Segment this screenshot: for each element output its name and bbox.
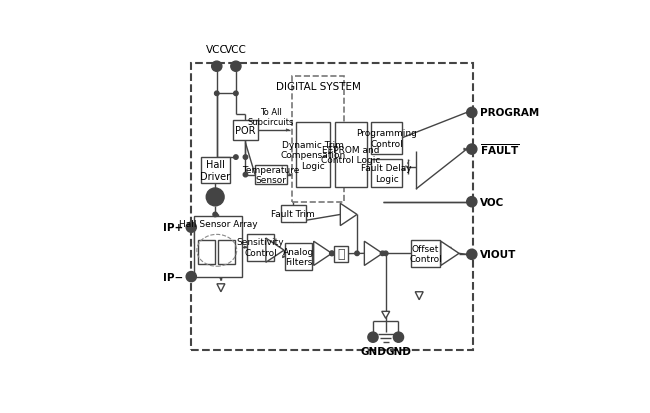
Text: Sensitivity
Control: Sensitivity Control xyxy=(237,238,285,257)
Bar xyxy=(233,121,258,140)
Bar xyxy=(201,158,229,183)
Circle shape xyxy=(330,252,334,256)
Circle shape xyxy=(467,145,477,155)
Text: VCC: VCC xyxy=(225,45,247,55)
Text: Programming
Control: Programming Control xyxy=(356,129,417,148)
Text: To All
Subcircuits: To All Subcircuits xyxy=(248,107,294,127)
Text: Hall Sensor Array: Hall Sensor Array xyxy=(179,219,257,228)
Bar xyxy=(333,246,348,262)
Circle shape xyxy=(467,249,477,260)
Text: Fault Delay
Logic: Fault Delay Logic xyxy=(361,164,412,183)
Bar xyxy=(194,216,242,277)
Text: VIOUT: VIOUT xyxy=(480,250,516,260)
Text: VOC: VOC xyxy=(480,197,504,207)
Circle shape xyxy=(393,332,404,342)
Circle shape xyxy=(186,223,196,233)
Bar xyxy=(247,234,274,261)
Circle shape xyxy=(243,173,248,178)
Circle shape xyxy=(243,155,248,160)
Circle shape xyxy=(231,62,241,72)
Bar xyxy=(371,159,402,188)
Text: VCC: VCC xyxy=(206,45,228,55)
Bar xyxy=(198,240,215,264)
Text: IP+: IP+ xyxy=(163,223,183,233)
Bar xyxy=(285,244,313,271)
Polygon shape xyxy=(286,130,289,132)
Text: Fault Trim: Fault Trim xyxy=(272,210,315,218)
Circle shape xyxy=(213,213,217,217)
Polygon shape xyxy=(415,292,423,300)
Circle shape xyxy=(467,108,477,118)
Polygon shape xyxy=(314,242,332,266)
Circle shape xyxy=(368,332,378,342)
Bar xyxy=(281,205,306,223)
Polygon shape xyxy=(289,174,292,176)
Polygon shape xyxy=(365,242,383,266)
Text: Offset
Control: Offset Control xyxy=(410,244,442,263)
Circle shape xyxy=(233,92,238,96)
Text: Dynamic Trim
Compensation
Logic: Dynamic Trim Compensation Logic xyxy=(281,140,346,170)
Text: EEPROM and
Control Logic: EEPROM and Control Logic xyxy=(321,146,380,165)
Polygon shape xyxy=(341,204,357,226)
Polygon shape xyxy=(217,284,225,292)
Bar xyxy=(218,240,235,264)
Bar xyxy=(411,240,440,267)
Text: Analog
Filters: Analog Filters xyxy=(283,247,315,267)
Circle shape xyxy=(380,252,385,256)
Circle shape xyxy=(214,92,219,96)
Text: IP−: IP− xyxy=(163,272,183,282)
Polygon shape xyxy=(441,242,459,266)
Circle shape xyxy=(233,155,238,160)
Circle shape xyxy=(206,188,224,206)
Text: POR: POR xyxy=(235,126,255,135)
Polygon shape xyxy=(266,238,284,263)
Text: Temperature
Sensor: Temperature Sensor xyxy=(242,166,300,185)
Circle shape xyxy=(212,62,222,72)
Text: $\overline{\mathbf{FAULT}}$: $\overline{\mathbf{FAULT}}$ xyxy=(480,142,519,157)
Bar xyxy=(191,64,473,350)
Bar xyxy=(255,166,287,185)
Text: GND: GND xyxy=(360,346,386,356)
Polygon shape xyxy=(283,256,285,258)
Text: PROGRAM: PROGRAM xyxy=(480,108,539,118)
Polygon shape xyxy=(244,247,247,249)
Bar xyxy=(292,76,345,202)
Circle shape xyxy=(330,252,334,256)
Circle shape xyxy=(467,197,477,207)
Bar xyxy=(371,123,402,154)
Text: ⍇: ⍇ xyxy=(337,247,345,261)
Circle shape xyxy=(384,252,388,256)
Text: GND: GND xyxy=(385,346,411,356)
Bar xyxy=(296,123,330,188)
Polygon shape xyxy=(214,199,216,202)
Text: Hall
Driver: Hall Driver xyxy=(200,160,230,181)
Polygon shape xyxy=(382,311,390,318)
Polygon shape xyxy=(464,149,467,151)
Bar xyxy=(335,123,367,188)
Circle shape xyxy=(186,272,196,282)
Polygon shape xyxy=(220,278,222,281)
Text: DIGITAL SYSTEM: DIGITAL SYSTEM xyxy=(276,81,360,91)
Circle shape xyxy=(355,252,359,256)
